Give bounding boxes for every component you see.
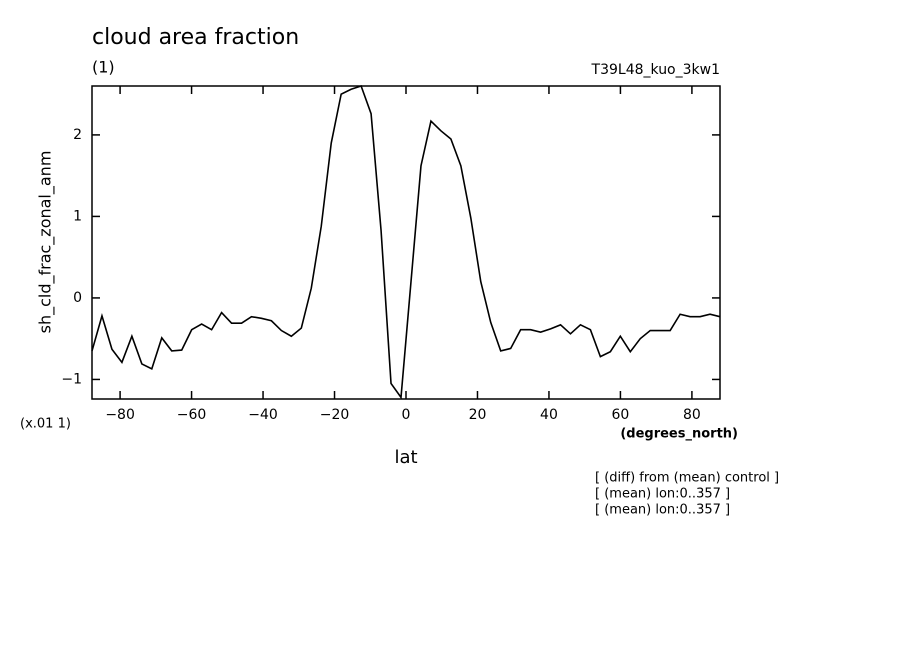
y-tick-label: 0 xyxy=(73,290,82,306)
x-tick-label: 20 xyxy=(469,407,487,423)
experiment-label: T39L48_kuo_3kw1 xyxy=(591,62,720,78)
y-tick-label: 1 xyxy=(73,208,82,224)
y-tick-label: 2 xyxy=(73,127,82,143)
x-units: (degrees_north) xyxy=(620,427,738,442)
x-tick-label: 0 xyxy=(402,407,411,423)
x-axis-label: lat xyxy=(394,447,417,468)
note: [ (mean) lon:0..357 ] xyxy=(595,503,730,518)
note: [ (diff) from (mean) control ] xyxy=(595,471,779,486)
note: [ (mean) lon:0..357 ] xyxy=(595,487,730,502)
x-tick-label: −40 xyxy=(248,407,278,423)
x-tick-label: 40 xyxy=(540,407,558,423)
x-tick-label: −20 xyxy=(320,407,350,423)
x-tick-label: −80 xyxy=(105,407,135,423)
y-axis-label: sh_cld_frac_zonal_anm xyxy=(36,151,56,334)
chart-title: cloud area fraction xyxy=(92,25,299,50)
x-tick-label: 80 xyxy=(683,407,701,423)
y-scale-note: (x.01 1) xyxy=(20,417,71,432)
plot-frame xyxy=(91,85,721,400)
data-line xyxy=(91,84,721,400)
chart-subtitle: (1) xyxy=(92,58,115,77)
y-tick-label: −1 xyxy=(61,371,82,387)
x-tick-label: −60 xyxy=(177,407,207,423)
x-tick-label: 60 xyxy=(612,407,630,423)
